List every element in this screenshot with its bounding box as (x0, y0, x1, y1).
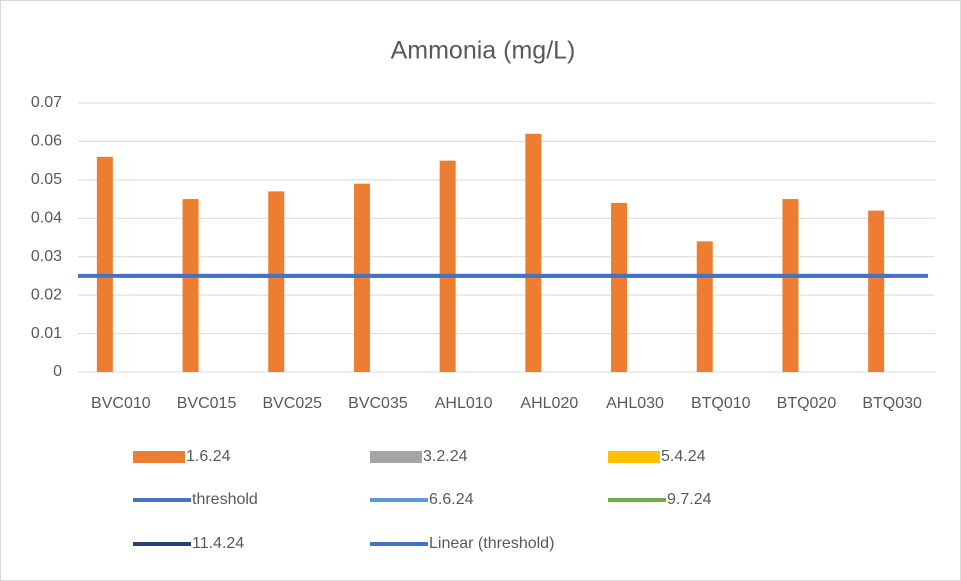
bar (611, 202, 628, 372)
legend-label: 1.6.24 (186, 448, 231, 465)
chart-title: Ammonia (mg/L) (391, 37, 576, 65)
y-tick-label: 0.06 (31, 133, 62, 150)
legend-swatch (133, 451, 185, 463)
x-tick-label: AHL030 (606, 395, 664, 412)
x-tick-label: BVC035 (348, 395, 408, 412)
x-tick-label: AHL010 (435, 395, 493, 412)
legend-swatch (608, 451, 660, 463)
y-tick-label: 0.07 (31, 94, 62, 111)
bar (182, 199, 199, 372)
y-tick-label: 0.05 (31, 171, 62, 188)
legend-label: 3.2.24 (423, 448, 468, 465)
legend-label: threshold (192, 491, 258, 508)
x-tick-label: BVC025 (262, 395, 322, 412)
bar (439, 160, 456, 372)
x-tick-label: AHL020 (520, 395, 578, 412)
x-tick-label: BVC015 (177, 395, 237, 412)
legend-label: 5.4.24 (661, 448, 706, 465)
y-tick-label: 0.02 (31, 286, 62, 303)
x-tick-label: BTQ020 (777, 395, 837, 412)
x-tick-label: BVC010 (91, 395, 151, 412)
y-tick-label: 0.04 (31, 210, 62, 227)
x-tick-label: BTQ010 (691, 395, 751, 412)
bar (525, 133, 542, 372)
legend-swatch (370, 451, 422, 463)
bar (782, 199, 799, 372)
bar (96, 156, 113, 372)
y-tick-label: 0.01 (31, 325, 62, 342)
legend-label: 9.7.24 (667, 491, 712, 508)
bar (268, 191, 285, 372)
y-tick-label: 0 (53, 363, 62, 380)
legend-label: 6.6.24 (429, 491, 474, 508)
bar (868, 210, 885, 372)
y-tick-label: 0.03 (31, 248, 62, 265)
legend-label: Linear (threshold) (429, 535, 554, 552)
bar (696, 241, 713, 372)
x-tick-label: BTQ030 (862, 395, 922, 412)
legend-label: 11.4.24 (192, 535, 244, 552)
